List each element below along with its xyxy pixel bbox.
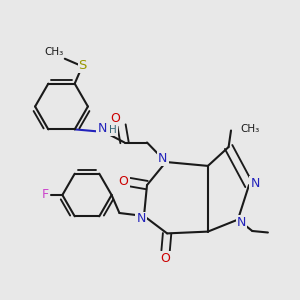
Text: O: O (111, 112, 120, 125)
Text: N: N (136, 212, 146, 226)
Text: CH₃: CH₃ (240, 124, 259, 134)
Text: CH₃: CH₃ (44, 47, 63, 57)
Text: N: N (237, 215, 247, 229)
Text: N: N (97, 122, 107, 136)
Text: S: S (79, 59, 87, 72)
Text: O: O (161, 252, 170, 265)
Text: H: H (109, 125, 117, 136)
Text: F: F (42, 188, 49, 202)
Text: O: O (119, 175, 128, 188)
Text: N: N (250, 177, 260, 190)
Text: N: N (158, 152, 168, 165)
